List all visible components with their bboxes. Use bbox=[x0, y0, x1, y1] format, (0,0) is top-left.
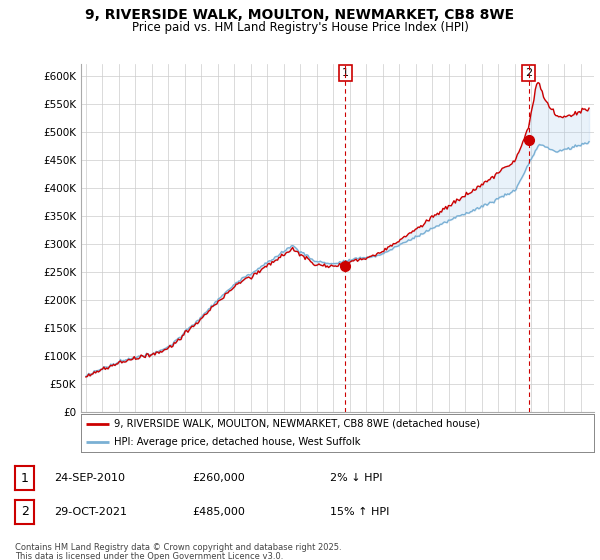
Text: Contains HM Land Registry data © Crown copyright and database right 2025.: Contains HM Land Registry data © Crown c… bbox=[15, 543, 341, 552]
Text: £485,000: £485,000 bbox=[192, 507, 245, 517]
Text: Price paid vs. HM Land Registry's House Price Index (HPI): Price paid vs. HM Land Registry's House … bbox=[131, 21, 469, 34]
Text: This data is licensed under the Open Government Licence v3.0.: This data is licensed under the Open Gov… bbox=[15, 552, 283, 560]
Text: 1: 1 bbox=[20, 472, 29, 485]
Text: 2: 2 bbox=[20, 505, 29, 519]
Text: 9, RIVERSIDE WALK, MOULTON, NEWMARKET, CB8 8WE: 9, RIVERSIDE WALK, MOULTON, NEWMARKET, C… bbox=[85, 8, 515, 22]
Text: 2: 2 bbox=[525, 68, 532, 78]
Text: 15% ↑ HPI: 15% ↑ HPI bbox=[330, 507, 389, 517]
Text: HPI: Average price, detached house, West Suffolk: HPI: Average price, detached house, West… bbox=[115, 437, 361, 447]
Text: 1: 1 bbox=[342, 68, 349, 78]
Text: 24-SEP-2010: 24-SEP-2010 bbox=[54, 473, 125, 483]
Text: £260,000: £260,000 bbox=[192, 473, 245, 483]
Text: 2% ↓ HPI: 2% ↓ HPI bbox=[330, 473, 383, 483]
Text: 9, RIVERSIDE WALK, MOULTON, NEWMARKET, CB8 8WE (detached house): 9, RIVERSIDE WALK, MOULTON, NEWMARKET, C… bbox=[115, 419, 481, 429]
Text: 29-OCT-2021: 29-OCT-2021 bbox=[54, 507, 127, 517]
